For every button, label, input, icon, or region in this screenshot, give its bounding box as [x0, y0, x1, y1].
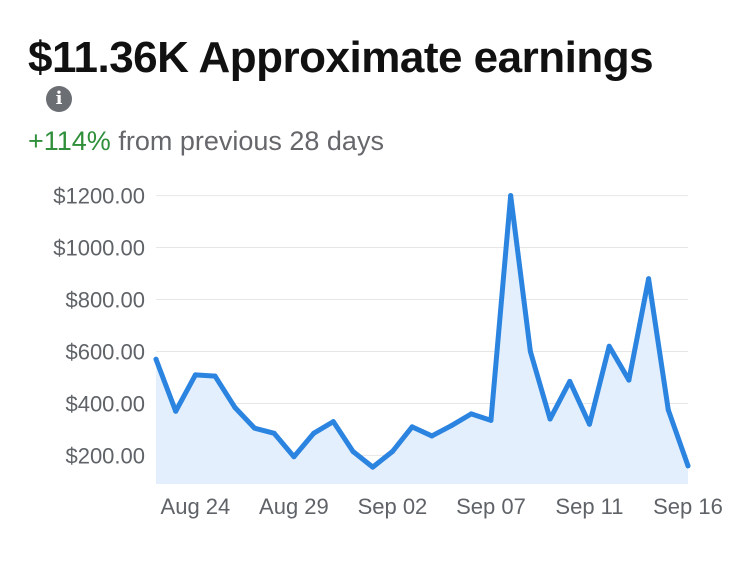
data-point — [547, 416, 553, 422]
y-tick-label: $600.00 — [65, 339, 145, 364]
data-point — [429, 433, 435, 439]
data-point — [330, 419, 336, 425]
x-axis-labels: Aug 24 Aug 29 Sep 02 Sep 07 Sep 11 Sep 16 — [161, 494, 723, 519]
data-point — [192, 372, 198, 378]
data-point — [508, 193, 514, 199]
data-point — [173, 408, 179, 414]
series-line — [153, 193, 691, 470]
series-line-group — [153, 193, 691, 470]
page-title: $11.36K Approximate earnings — [28, 33, 654, 82]
data-point — [665, 407, 671, 413]
x-tick-label: Sep 02 — [358, 494, 428, 519]
data-point — [586, 421, 592, 427]
data-point — [488, 417, 494, 423]
earnings-chart: $200.00 $400.00 $600.00 $800.00 $1000.00 $120… — [53, 184, 723, 519]
y-tick-label: $400.00 — [65, 391, 145, 416]
data-point — [291, 454, 297, 460]
area-fill-group — [156, 195, 688, 485]
data-point — [212, 373, 218, 379]
data-point — [409, 424, 415, 430]
data-point — [252, 425, 258, 431]
data-point — [468, 411, 474, 417]
info-icon[interactable]: i — [46, 86, 72, 112]
x-tick-label: Aug 29 — [259, 494, 329, 519]
area-fill — [156, 195, 688, 485]
data-point — [646, 276, 652, 282]
data-point — [567, 378, 573, 384]
change-value: +114% — [28, 126, 111, 156]
data-point — [389, 449, 395, 455]
y-tick-label: $1000.00 — [53, 236, 145, 261]
data-point — [350, 449, 356, 455]
y-axis-labels: $200.00 $400.00 $600.00 $800.00 $1000.00 $120… — [53, 184, 145, 469]
change-summary: +114% from previous 28 days — [28, 124, 384, 158]
y-tick-label: $200.00 — [65, 443, 145, 468]
y-tick-label: $800.00 — [65, 288, 145, 313]
data-point — [271, 430, 277, 436]
data-point — [626, 377, 632, 383]
data-point — [370, 464, 376, 470]
y-tick-label: $1200.00 — [53, 184, 145, 209]
change-text: from previous 28 days — [110, 126, 384, 156]
data-point — [153, 356, 159, 362]
x-tick-label: Sep 11 — [555, 494, 623, 519]
data-point — [685, 463, 691, 469]
data-point — [232, 404, 238, 410]
data-point — [527, 348, 533, 354]
x-tick-label: Sep 16 — [653, 494, 723, 519]
x-tick-label: Aug 24 — [161, 494, 231, 519]
x-tick-label: Sep 07 — [456, 494, 526, 519]
data-point — [606, 343, 612, 349]
data-point — [449, 423, 455, 429]
data-point — [311, 430, 317, 436]
